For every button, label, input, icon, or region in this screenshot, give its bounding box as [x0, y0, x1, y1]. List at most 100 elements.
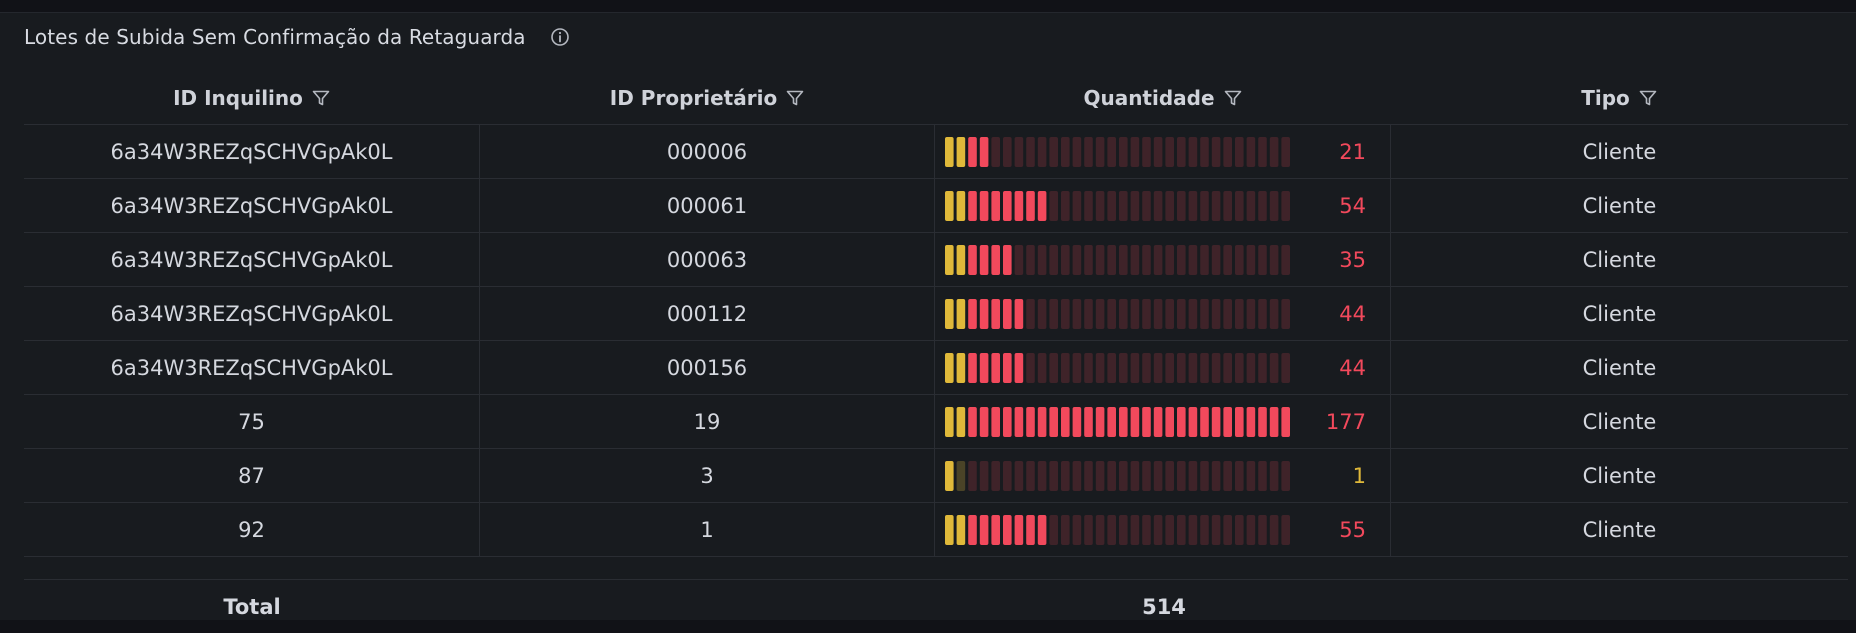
header-quantidade[interactable]: Quantidade	[935, 71, 1391, 124]
cell-quantity: 55	[935, 503, 1391, 556]
gauge-segment	[1281, 352, 1290, 383]
gauge-segment	[1200, 136, 1209, 167]
gauge-segment	[1165, 244, 1174, 275]
gauge-segment	[1258, 460, 1267, 491]
table-row: 6a34W3REZqSCHVGpAk0L 000063 35 Cliente	[24, 233, 1848, 287]
gauge-segment	[1095, 352, 1105, 383]
gauge-segment	[1026, 352, 1035, 383]
gauge-bar	[945, 406, 1290, 437]
gauge-segment	[968, 136, 977, 167]
gauge-segment	[1037, 244, 1047, 275]
gauge-segment	[1003, 406, 1012, 437]
cell-quantity: 54	[935, 179, 1391, 232]
gauge-segment	[979, 244, 989, 275]
gauge-segment	[1130, 352, 1140, 383]
gauge-segment	[1026, 406, 1035, 437]
gauge-segment	[1200, 298, 1209, 329]
gauge-segment	[1095, 298, 1105, 329]
table-row: 92 1 55 Cliente	[24, 503, 1848, 557]
gauge-segment	[1026, 190, 1035, 221]
header-tipo[interactable]: Tipo	[1391, 71, 1848, 124]
table-row: 6a34W3REZqSCHVGpAk0L 000006 21 Cliente	[24, 125, 1848, 179]
gauge-segment	[1188, 514, 1198, 545]
gauge-segment	[1177, 298, 1186, 329]
gauge-segment	[1246, 190, 1256, 221]
gauge-segment	[1177, 244, 1186, 275]
gauge-segment	[1049, 298, 1058, 329]
gauge-segment	[1095, 190, 1105, 221]
quantity-value: 21	[1339, 139, 1366, 164]
gauge-segment	[1014, 352, 1024, 383]
gauge-segment	[1072, 136, 1082, 167]
gauge-segment	[1084, 514, 1093, 545]
quantity-value: 177	[1325, 409, 1366, 434]
gauge-segment	[979, 298, 989, 329]
gauge-segment	[1281, 514, 1290, 545]
gauge-segment	[1258, 352, 1267, 383]
cell-tenant: 75	[24, 395, 480, 448]
cell-tenant: 6a34W3REZqSCHVGpAk0L	[24, 125, 480, 178]
filter-icon[interactable]	[1638, 88, 1658, 108]
gauge-segment	[1165, 190, 1174, 221]
gauge-segment	[991, 190, 1000, 221]
gauge-segment	[1084, 406, 1093, 437]
gauge-segment	[1188, 406, 1198, 437]
filter-icon[interactable]	[311, 88, 331, 108]
gauge-segment	[1200, 514, 1209, 545]
gauge-segment	[1026, 298, 1035, 329]
gauge-segment	[991, 514, 1000, 545]
filter-icon[interactable]	[785, 88, 805, 108]
gauge-segment	[1246, 406, 1256, 437]
gauge-segment	[968, 406, 977, 437]
gauge-segment	[1014, 406, 1024, 437]
gauge-segment	[1072, 352, 1082, 383]
gauge-segment	[991, 298, 1000, 329]
cell-tenant: 92	[24, 503, 480, 556]
gauge-segment	[1130, 190, 1140, 221]
gauge-segment	[1235, 514, 1244, 545]
gauge-segment	[1037, 298, 1047, 329]
header-id-proprietario[interactable]: ID Proprietário	[480, 71, 935, 124]
gauge-segment	[1188, 190, 1198, 221]
gauge-segment	[1153, 136, 1163, 167]
gauge-segment	[1142, 244, 1151, 275]
gauge-segment	[991, 406, 1000, 437]
gauge-segment	[1211, 136, 1221, 167]
gauge-segment	[1142, 460, 1151, 491]
footer-total-label: Total	[223, 594, 281, 619]
gauge-segment	[1153, 460, 1163, 491]
cell-owner: 000006	[480, 125, 935, 178]
gauge-segment	[1177, 190, 1186, 221]
cell-type: Cliente	[1582, 247, 1657, 272]
gauge-segment	[1026, 136, 1035, 167]
gauge-segment	[1037, 514, 1047, 545]
filter-icon[interactable]	[1223, 88, 1243, 108]
gauge-segment	[1061, 136, 1070, 167]
cell-quantity: 21	[935, 125, 1391, 178]
gauge-segment	[1281, 460, 1290, 491]
gauge-segment	[1003, 298, 1012, 329]
gauge-segment	[1107, 190, 1116, 221]
gauge-segment	[1235, 352, 1244, 383]
gauge-segment	[1037, 460, 1047, 491]
gauge-segment	[1072, 514, 1082, 545]
cell-owner: 1	[480, 503, 935, 556]
gauge-bar	[945, 460, 1290, 491]
gauge-segment	[1281, 298, 1290, 329]
gauge-segment	[1246, 352, 1256, 383]
gauge-segment	[1037, 136, 1047, 167]
gauge-segment	[1026, 460, 1035, 491]
info-circle-icon[interactable]	[550, 27, 570, 47]
gauge-segment	[1269, 352, 1279, 383]
gauge-segment	[1269, 406, 1279, 437]
gauge-segment	[956, 514, 966, 545]
gauge-segment	[1084, 136, 1093, 167]
gauge-segment	[1200, 190, 1209, 221]
header-id-inquilino[interactable]: ID Inquilino	[24, 71, 480, 124]
gauge-segment	[1223, 190, 1232, 221]
cell-owner: 19	[480, 395, 935, 448]
gauge-segment	[1153, 352, 1163, 383]
gauge-segment	[956, 406, 966, 437]
gauge-segment	[1269, 244, 1279, 275]
gauge-segment	[1223, 460, 1232, 491]
